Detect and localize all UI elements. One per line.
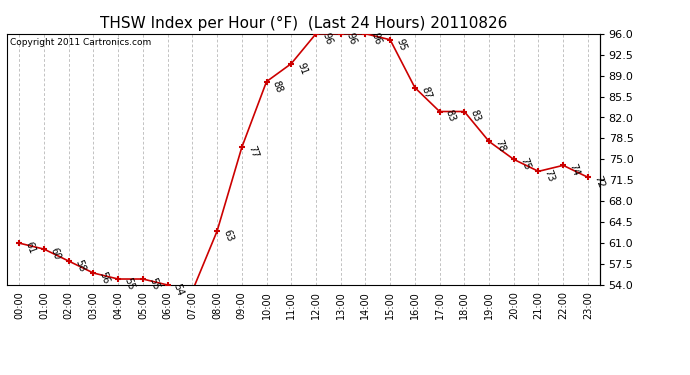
Text: Copyright 2011 Cartronics.com: Copyright 2011 Cartronics.com: [10, 38, 151, 46]
Text: 74: 74: [567, 163, 581, 178]
Text: 77: 77: [246, 145, 259, 160]
Text: 53: 53: [0, 374, 1, 375]
Text: 72: 72: [592, 174, 606, 190]
Text: 56: 56: [97, 270, 111, 285]
Text: 96: 96: [320, 31, 334, 46]
Text: 54: 54: [172, 282, 186, 297]
Text: 75: 75: [518, 157, 531, 172]
Text: 91: 91: [295, 61, 309, 76]
Text: 88: 88: [270, 79, 284, 94]
Text: 63: 63: [221, 228, 235, 243]
Text: 96: 96: [345, 31, 358, 46]
Text: 60: 60: [48, 246, 61, 261]
Text: 73: 73: [542, 168, 556, 184]
Text: 78: 78: [493, 139, 507, 154]
Title: THSW Index per Hour (°F)  (Last 24 Hours) 20110826: THSW Index per Hour (°F) (Last 24 Hours)…: [100, 16, 507, 31]
Text: 55: 55: [122, 276, 136, 291]
Text: 87: 87: [419, 85, 433, 100]
Text: 95: 95: [394, 37, 408, 52]
Text: 96: 96: [370, 31, 383, 46]
Text: 61: 61: [23, 240, 37, 255]
Text: 58: 58: [73, 258, 86, 273]
Text: 83: 83: [444, 109, 457, 124]
Text: 83: 83: [469, 109, 482, 124]
Text: 55: 55: [147, 276, 161, 291]
